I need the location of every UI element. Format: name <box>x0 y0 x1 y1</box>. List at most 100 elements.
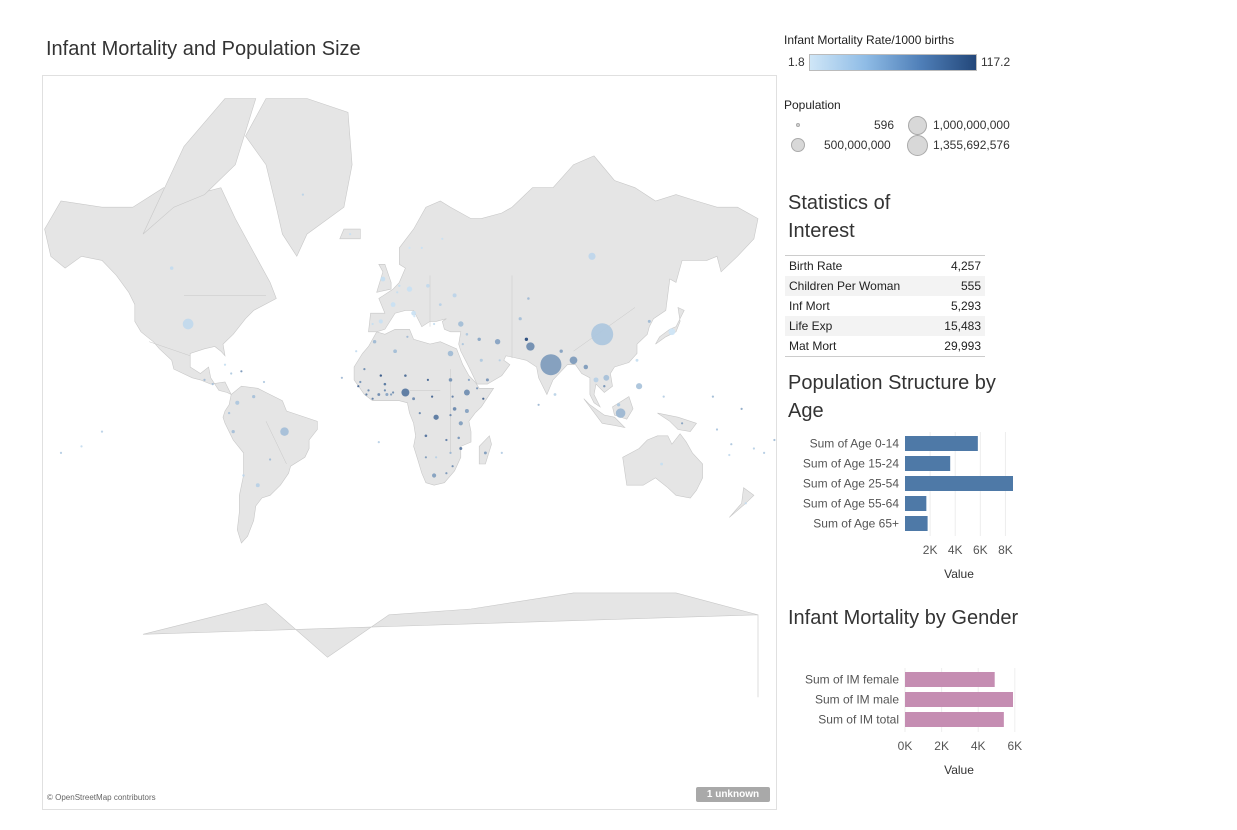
country-circle[interactable] <box>616 403 621 407</box>
country-circle[interactable] <box>540 354 562 376</box>
country-circle[interactable] <box>390 393 393 396</box>
country-circle[interactable] <box>365 393 368 396</box>
country-circle[interactable] <box>482 397 485 400</box>
country-circle[interactable] <box>433 322 436 326</box>
country-circle[interactable] <box>413 315 416 318</box>
country-circle[interactable] <box>559 349 563 353</box>
table-row[interactable]: Life Exp 15,483 <box>785 316 985 336</box>
country-circle[interactable] <box>526 342 535 351</box>
country-circle[interactable] <box>269 458 272 461</box>
country-circle[interactable] <box>80 445 83 448</box>
country-circle[interactable] <box>377 393 381 396</box>
country-circle[interactable] <box>635 358 639 362</box>
bar[interactable] <box>905 692 1013 707</box>
country-circle[interactable] <box>524 337 529 341</box>
country-circle[interactable] <box>424 434 428 438</box>
size-legend-circle-1b[interactable] <box>908 116 927 135</box>
country-circle[interactable] <box>773 438 776 442</box>
country-circle[interactable] <box>730 443 733 446</box>
country-circle[interactable] <box>59 451 63 454</box>
country-circle[interactable] <box>396 291 399 294</box>
country-circle[interactable] <box>537 403 540 406</box>
country-circle[interactable] <box>359 380 362 384</box>
country-circle[interactable] <box>445 438 448 442</box>
country-circle[interactable] <box>420 246 423 249</box>
country-circle[interactable] <box>252 394 256 399</box>
country-circle[interactable] <box>380 276 386 282</box>
age-bar-chart[interactable]: Sum of Age 0-14 Sum of Age 15-24 Sum of Ag… <box>785 432 1025 587</box>
country-circle[interactable] <box>211 383 214 386</box>
country-circle[interactable] <box>553 393 557 396</box>
country-circle[interactable] <box>660 462 664 466</box>
country-circle[interactable] <box>763 451 766 454</box>
country-circle[interactable] <box>752 447 756 450</box>
country-circle[interactable] <box>728 453 731 457</box>
world-map[interactable] <box>42 75 777 810</box>
country-circle[interactable] <box>498 359 501 362</box>
country-circle[interactable] <box>588 252 596 260</box>
country-circle[interactable] <box>372 339 377 344</box>
table-row[interactable]: Inf Mort 5,293 <box>785 296 985 316</box>
country-circle[interactable] <box>203 378 206 382</box>
country-circle[interactable] <box>463 389 470 396</box>
country-circle[interactable] <box>441 237 444 240</box>
country-circle[interactable] <box>379 374 383 377</box>
country-circle[interactable] <box>426 283 430 288</box>
bar[interactable] <box>905 476 1013 491</box>
country-circle[interactable] <box>424 456 427 459</box>
country-circle[interactable] <box>223 363 227 366</box>
country-circle[interactable] <box>406 286 413 292</box>
country-circle[interactable] <box>583 364 589 370</box>
country-circle[interactable] <box>744 502 747 505</box>
size-legend-circle-max[interactable] <box>907 135 928 156</box>
country-circle[interactable] <box>398 284 401 288</box>
country-circle[interactable] <box>459 447 463 450</box>
country-circle[interactable] <box>461 343 464 346</box>
bar[interactable] <box>905 436 978 451</box>
country-circle[interactable] <box>280 427 289 436</box>
country-circle[interactable] <box>485 378 489 382</box>
country-circle[interactable] <box>569 356 578 365</box>
country-circle[interactable] <box>426 378 429 381</box>
country-circle[interactable] <box>476 387 479 390</box>
bar[interactable] <box>905 456 951 471</box>
country-circle[interactable] <box>404 374 407 377</box>
country-circle[interactable] <box>477 337 481 342</box>
country-circle[interactable] <box>449 414 452 417</box>
country-circle[interactable] <box>603 385 606 388</box>
country-circle[interactable] <box>435 456 438 459</box>
country-circle[interactable] <box>500 451 503 454</box>
country-circle[interactable] <box>385 392 389 397</box>
country-circle[interactable] <box>447 350 454 357</box>
size-legend-circle-596[interactable] <box>796 123 800 127</box>
country-circle[interactable] <box>367 389 370 392</box>
country-circle[interactable] <box>401 388 410 397</box>
country-circle[interactable] <box>378 319 383 324</box>
country-circle[interactable] <box>452 407 457 411</box>
country-circle[interactable] <box>392 391 395 394</box>
country-circle[interactable] <box>527 297 530 300</box>
country-circle[interactable] <box>390 302 396 308</box>
country-circle[interactable] <box>445 472 448 475</box>
country-circle[interactable] <box>227 411 231 415</box>
country-circle[interactable] <box>383 382 387 386</box>
country-circle[interactable] <box>740 407 743 410</box>
country-marks-layer[interactable] <box>59 193 776 505</box>
country-circle[interactable] <box>262 380 266 384</box>
country-circle[interactable] <box>418 412 421 415</box>
bar[interactable] <box>905 712 1004 727</box>
country-circle[interactable] <box>432 473 437 478</box>
country-circle[interactable] <box>433 414 439 420</box>
country-circle[interactable] <box>467 378 470 381</box>
size-legend-circle-500m[interactable] <box>791 138 805 152</box>
country-circle[interactable] <box>593 377 599 383</box>
country-circle[interactable] <box>393 349 397 354</box>
bar[interactable] <box>905 516 928 531</box>
country-circle[interactable] <box>668 328 676 336</box>
country-circle[interactable] <box>100 430 104 433</box>
country-circle[interactable] <box>408 246 411 249</box>
country-circle[interactable] <box>465 333 469 336</box>
country-circle[interactable] <box>169 266 174 270</box>
country-circle[interactable] <box>242 474 245 477</box>
country-circle[interactable] <box>464 409 469 413</box>
